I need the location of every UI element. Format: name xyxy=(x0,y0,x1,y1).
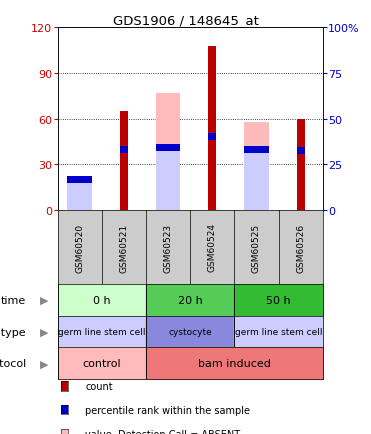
Text: GSM60524: GSM60524 xyxy=(208,223,217,272)
Text: GSM60521: GSM60521 xyxy=(119,223,128,272)
Bar xyxy=(120,112,128,210)
Text: GSM60523: GSM60523 xyxy=(164,223,173,272)
Bar xyxy=(68,191,92,210)
Bar xyxy=(297,119,305,210)
Text: germ line stem cell: germ line stem cell xyxy=(235,327,322,336)
Text: 0 h: 0 h xyxy=(93,295,111,305)
Text: protocol: protocol xyxy=(0,358,26,368)
Bar xyxy=(244,150,269,210)
Text: ▶: ▶ xyxy=(40,327,48,337)
Text: count: count xyxy=(85,381,113,391)
Bar xyxy=(244,122,269,210)
Text: time: time xyxy=(1,295,26,305)
Bar xyxy=(208,46,216,210)
Text: control: control xyxy=(82,358,121,368)
Text: cell type: cell type xyxy=(0,327,26,337)
Bar xyxy=(156,148,180,210)
Bar xyxy=(68,180,92,210)
Text: cystocyte: cystocyte xyxy=(168,327,212,336)
Bar xyxy=(208,134,216,141)
Text: germ line stem cell: germ line stem cell xyxy=(58,327,145,336)
Text: 20 h: 20 h xyxy=(178,295,203,305)
Bar xyxy=(156,93,180,210)
Text: GSM60520: GSM60520 xyxy=(75,223,84,272)
Text: 50 h: 50 h xyxy=(266,295,291,305)
Bar xyxy=(244,146,269,153)
Text: ▶: ▶ xyxy=(40,295,48,305)
Text: percentile rank within the sample: percentile rank within the sample xyxy=(85,405,250,414)
Text: value, Detection Call = ABSENT: value, Detection Call = ABSENT xyxy=(85,429,240,434)
Text: ▶: ▶ xyxy=(40,358,48,368)
Bar xyxy=(68,177,92,184)
Text: GSM60526: GSM60526 xyxy=(296,223,305,272)
Text: bam induced: bam induced xyxy=(198,358,271,368)
Text: GSM60525: GSM60525 xyxy=(252,223,261,272)
Bar xyxy=(120,146,128,153)
Text: GDS1906 / 148645_at: GDS1906 / 148645_at xyxy=(112,14,259,27)
Bar xyxy=(156,145,180,151)
Bar xyxy=(297,148,305,155)
